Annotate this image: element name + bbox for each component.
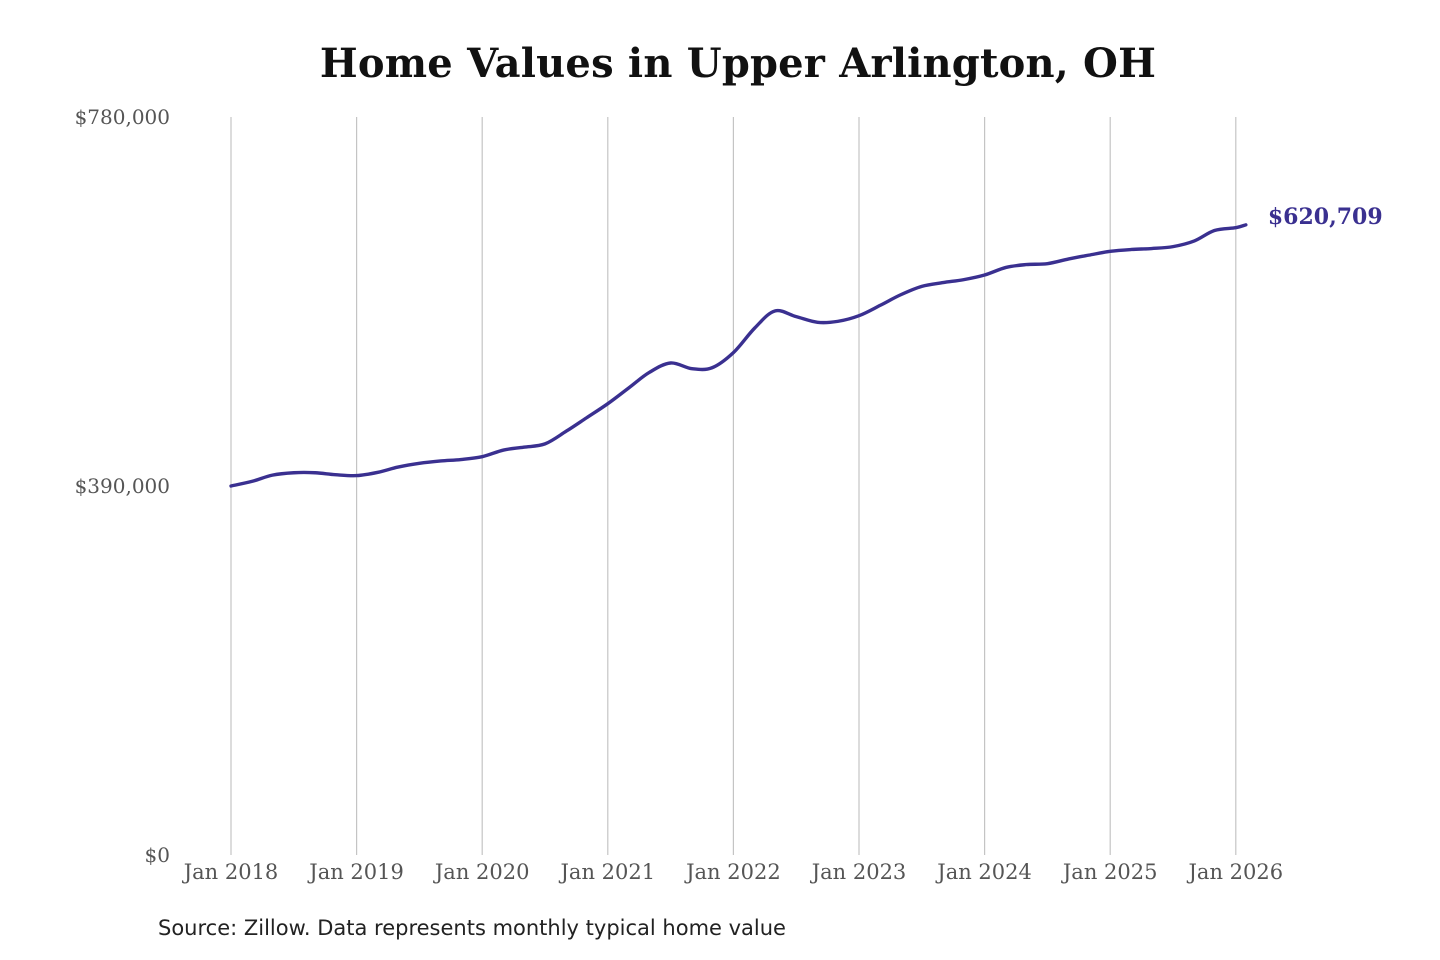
x-tick-label: Jan 2025 (1061, 860, 1158, 884)
end-value-label: $620,709 (1268, 204, 1383, 230)
series-line (229, 223, 1248, 488)
grid-lines (230, 117, 1237, 855)
end-label-layer: $620,709 (1268, 204, 1383, 230)
y-tick-label: $390,000 (75, 474, 170, 498)
y-axis-ticks: $0 $390,000 $780,000 (75, 105, 170, 867)
x-axis-ticks: Jan 2018 Jan 2019 Jan 2020 Jan 2021 Jan 2022… (182, 860, 1283, 884)
y-tick-label: $0 (145, 843, 170, 867)
x-tick-label: Jan 2020 (433, 860, 530, 884)
y-tick-label: $780,000 (75, 105, 170, 129)
x-tick-label: Jan 2019 (307, 860, 404, 884)
x-tick-label: Jan 2021 (559, 860, 656, 884)
x-tick-label: Jan 2018 (182, 860, 279, 884)
x-tick-label: Jan 2024 (935, 860, 1032, 884)
series-layer (229, 223, 1248, 488)
source-note: Source: Zillow. Data represents monthly … (158, 916, 786, 940)
x-tick-label: Jan 2026 (1187, 860, 1284, 884)
chart-title: Home Values in Upper Arlington, OH (319, 40, 1157, 87)
x-tick-label: Jan 2022 (684, 860, 781, 884)
x-tick-label: Jan 2023 (810, 860, 907, 884)
